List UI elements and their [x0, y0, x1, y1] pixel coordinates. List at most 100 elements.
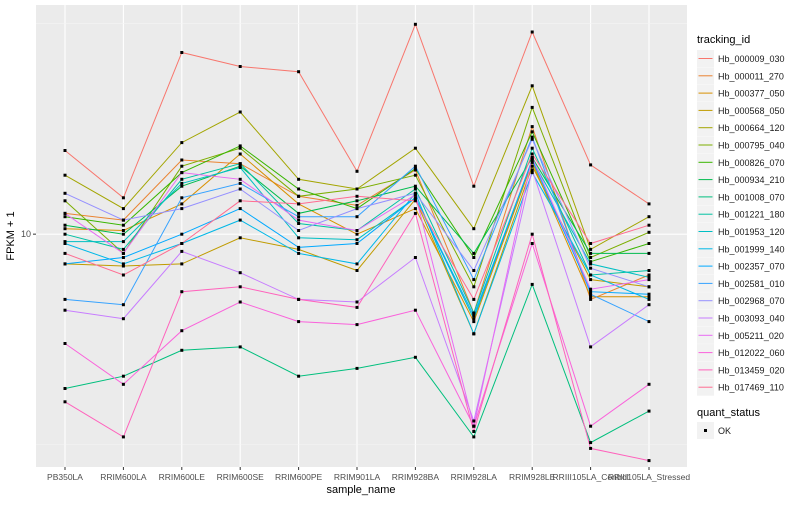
- data-point: [413, 184, 417, 188]
- data-point: [472, 435, 476, 439]
- legend-label: Hb_001008_070: [718, 192, 785, 202]
- data-point: [647, 269, 651, 272]
- y-axis-title: FPKM + 1: [5, 211, 17, 260]
- data-point: [355, 300, 359, 304]
- legend: tracking_id quant_status OK Hb_000009_03…: [697, 34, 785, 439]
- data-point: [472, 184, 476, 188]
- data-point: [121, 264, 125, 268]
- data-point: [530, 30, 534, 34]
- x-tick-label: RRIM928BA: [392, 472, 440, 482]
- data-point: [63, 400, 67, 404]
- data-point: [238, 300, 242, 304]
- data-point: [180, 290, 184, 294]
- data-point: [238, 181, 242, 185]
- data-point: [647, 297, 651, 301]
- data-point: [530, 130, 534, 134]
- data-point: [63, 199, 67, 203]
- data-point: [647, 459, 651, 463]
- data-point: [63, 242, 67, 245]
- x-tick-label: RRIM928LE: [509, 472, 556, 482]
- data-point: [63, 215, 67, 219]
- data-point: [238, 218, 242, 222]
- data-point: [297, 297, 301, 301]
- data-point: [238, 110, 242, 114]
- data-point: [63, 223, 67, 227]
- data-point: [180, 249, 184, 253]
- data-point: [530, 171, 534, 175]
- data-point: [589, 273, 593, 277]
- data-point: [297, 218, 301, 222]
- data-point: [413, 355, 417, 359]
- data-point: [180, 348, 184, 352]
- x-tick-label: RRIM600LA: [100, 472, 147, 482]
- data-point: [63, 387, 67, 390]
- data-point: [121, 247, 125, 251]
- legend-label: Hb_000009_030: [718, 54, 785, 64]
- legend-label: Hb_001953_120: [718, 227, 785, 237]
- data-point: [647, 320, 651, 324]
- legend2-label: OK: [718, 426, 731, 436]
- data-point: [355, 207, 359, 211]
- data-point: [530, 164, 534, 168]
- data-point: [647, 303, 651, 307]
- data-point: [63, 227, 67, 231]
- legend-label: Hb_001221_180: [718, 210, 785, 220]
- data-point: [121, 435, 125, 439]
- data-point: [180, 207, 184, 211]
- data-point: [472, 311, 476, 315]
- data-point: [121, 251, 125, 255]
- data-point: [589, 251, 593, 255]
- data-point: [472, 297, 476, 301]
- data-point: [589, 292, 593, 296]
- data-point: [589, 256, 593, 259]
- data-point: [297, 211, 301, 215]
- data-point: [413, 164, 417, 168]
- data-point: [238, 199, 242, 203]
- data-point: [472, 317, 476, 321]
- data-point: [121, 240, 125, 244]
- data-point: [180, 181, 184, 185]
- data-point: [121, 317, 125, 321]
- data-point: [121, 374, 125, 378]
- data-point: [647, 273, 651, 277]
- data-point: [180, 262, 184, 266]
- data-point: [297, 374, 301, 378]
- data-point: [413, 211, 417, 215]
- data-point: [647, 242, 651, 245]
- data-point: [297, 251, 301, 255]
- data-point: [530, 152, 534, 156]
- data-point: [355, 215, 359, 219]
- data-point: [472, 424, 476, 428]
- legend-label: Hb_013459_020: [718, 365, 785, 375]
- data-point: [355, 269, 359, 272]
- data-point: [297, 245, 301, 249]
- data-point: [647, 295, 651, 299]
- legend-label: Hb_001999_140: [718, 244, 785, 254]
- data-point: [355, 305, 359, 309]
- legend-label: Hb_005211_020: [718, 331, 784, 341]
- data-point: [472, 278, 476, 282]
- data-point: [647, 223, 651, 227]
- data-point: [413, 146, 417, 150]
- data-point: [355, 187, 359, 191]
- data-point: [589, 287, 593, 291]
- data-point: [413, 207, 417, 211]
- data-point: [297, 247, 301, 251]
- x-axis-title: sample_name: [326, 484, 395, 496]
- data-point: [63, 211, 67, 215]
- data-point: [472, 251, 476, 255]
- data-point: [63, 262, 67, 266]
- data-point: [647, 202, 651, 206]
- data-point: [355, 203, 359, 207]
- data-point: [530, 125, 534, 129]
- data-point: [472, 269, 476, 272]
- data-point: [647, 230, 651, 234]
- legend-label: Hb_000377_050: [718, 89, 785, 99]
- data-point: [238, 65, 242, 68]
- data-point: [355, 242, 359, 245]
- data-point: [121, 273, 125, 277]
- data-point: [180, 329, 184, 333]
- x-tick-label: RRIM600SE: [217, 472, 265, 482]
- data-point: [472, 256, 476, 259]
